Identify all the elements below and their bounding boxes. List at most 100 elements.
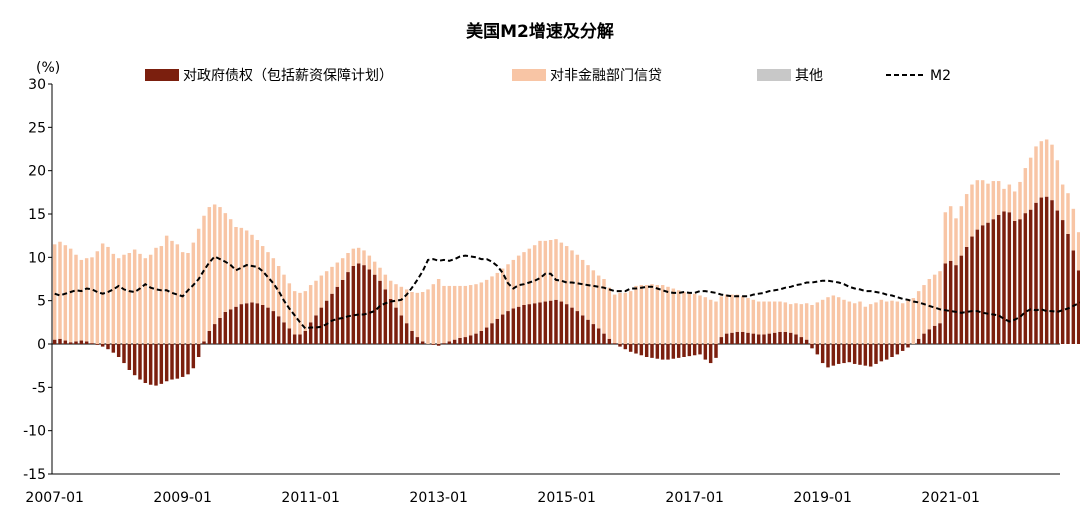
bar-government-claims [954, 265, 958, 344]
bar-government-claims [90, 343, 94, 344]
bar-nonfinancial-credit [996, 181, 1001, 215]
bar-government-claims [63, 340, 68, 344]
bar-government-claims [682, 344, 686, 357]
bar-government-claims [180, 344, 185, 377]
bar-nonfinancial-credit [399, 286, 404, 316]
bar-nonfinancial-credit [623, 292, 628, 344]
bar-nonfinancial-credit [559, 242, 564, 302]
bar-nonfinancial-credit [159, 246, 164, 344]
bar-nonfinancial-credit [900, 303, 905, 344]
bar-nonfinancial-credit [586, 265, 590, 320]
bar-nonfinancial-credit [356, 247, 361, 264]
bar-nonfinancial-credit [319, 275, 324, 308]
bar-government-claims [1012, 220, 1017, 344]
bar-government-claims [756, 334, 761, 344]
bar-government-claims [410, 331, 414, 344]
y-tick-label: 30 [28, 77, 46, 93]
bar-nonfinancial-credit [762, 301, 766, 335]
bar-government-claims [703, 344, 708, 360]
bar-government-claims [378, 280, 382, 344]
bar-government-claims [996, 214, 1001, 344]
bar-nonfinancial-credit [458, 285, 462, 338]
bar-government-claims [655, 344, 660, 359]
bar-government-claims [783, 331, 788, 344]
bar-government-claims [596, 328, 601, 344]
y-tick-label: -5 [32, 380, 46, 396]
bar-nonfinancial-credit [511, 259, 516, 309]
bar-nonfinancial-credit [95, 251, 100, 344]
x-tick-label: 2021-01 [921, 490, 980, 506]
y-unit-label: (%) [36, 60, 60, 76]
bar-government-claims [154, 344, 158, 386]
bar-government-claims [420, 341, 425, 344]
bar-government-claims [52, 339, 57, 344]
bar-nonfinancial-credit [1039, 141, 1044, 198]
bar-government-claims [900, 344, 905, 351]
bar-government-claims [228, 309, 233, 344]
bar-government-claims [906, 344, 910, 348]
bar-nonfinancial-credit [804, 303, 809, 340]
bar-nonfinancial-credit [500, 268, 505, 315]
bar-nonfinancial-credit [292, 291, 297, 335]
bar-nonfinancial-credit [639, 285, 644, 344]
m2-line-layer [54, 254, 1080, 330]
bar-government-claims [404, 323, 409, 344]
y-tick-label: -15 [23, 467, 46, 483]
y-tick-label: 25 [28, 120, 46, 136]
bar-nonfinancial-credit [943, 212, 948, 264]
bar-government-claims [276, 316, 281, 344]
bar-government-claims [884, 344, 889, 360]
bar-government-claims [548, 300, 553, 344]
bar-government-claims [100, 344, 105, 347]
bar-government-claims [111, 344, 116, 353]
bar-government-claims [1007, 212, 1012, 344]
bar-nonfinancial-credit [314, 280, 318, 316]
bar-government-claims [692, 344, 697, 356]
bar-nonfinancial-credit [58, 241, 62, 339]
bar-government-claims [447, 341, 452, 344]
bar-government-claims [218, 318, 222, 344]
bar-government-claims [84, 341, 89, 344]
bar-government-claims [132, 344, 137, 376]
bar-government-claims [986, 222, 990, 344]
bar-government-claims [527, 304, 532, 344]
bar-government-claims [746, 332, 750, 344]
bar-government-claims [980, 225, 985, 344]
bar-nonfinancial-credit [266, 252, 270, 308]
bar-government-claims [991, 219, 996, 344]
bar-nonfinancial-credit [330, 266, 334, 294]
bar-nonfinancial-credit [372, 261, 377, 275]
bar-nonfinancial-credit [708, 299, 713, 344]
bar-nonfinancial-credit [410, 292, 414, 331]
bar-government-claims [959, 255, 964, 344]
bar-nonfinancial-credit [479, 282, 484, 331]
bar-government-claims [948, 260, 953, 344]
bar-nonfinancial-credit [426, 289, 430, 344]
bar-nonfinancial-credit [170, 240, 174, 344]
bar-government-claims [164, 344, 169, 382]
bar-government-claims [788, 332, 793, 344]
bar-government-claims [623, 344, 628, 350]
bar-nonfinancial-credit [831, 295, 836, 344]
bar-government-claims [607, 338, 612, 344]
bar-government-claims [1039, 197, 1044, 344]
bar-nonfinancial-credit [735, 294, 740, 332]
bar-government-claims [922, 333, 926, 344]
bar-nonfinancial-credit [68, 248, 73, 343]
bar-nonfinancial-credit [991, 181, 996, 220]
bar-nonfinancial-credit [655, 285, 660, 344]
bar-nonfinancial-credit [810, 305, 814, 344]
bar-government-claims [260, 305, 265, 344]
bar-government-claims [815, 344, 820, 355]
bar-government-claims [271, 311, 276, 344]
bar-nonfinancial-credit [975, 180, 980, 230]
bar-nonfinancial-credit [767, 301, 772, 334]
bar-government-claims [127, 344, 132, 370]
bar-nonfinancial-credit [740, 296, 745, 332]
bar-nonfinancial-credit [212, 204, 217, 325]
bar-government-claims [479, 331, 484, 344]
bar-nonfinancial-credit [719, 296, 724, 338]
bar-nonfinancial-credit [959, 206, 964, 256]
bar-government-claims [212, 324, 217, 344]
legend-label: 对非金融部门信贷 [550, 68, 662, 84]
